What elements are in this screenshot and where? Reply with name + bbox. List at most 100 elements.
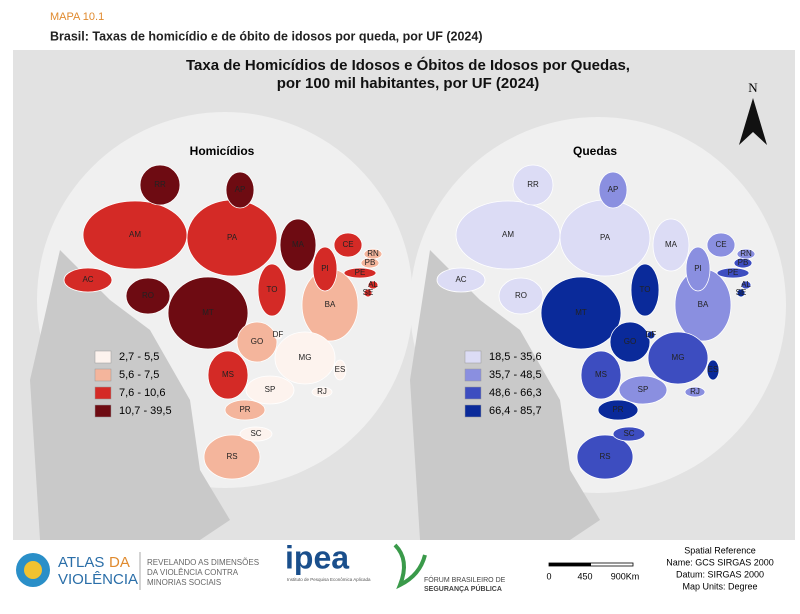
state <box>333 232 363 258</box>
state-label: TO <box>640 285 651 294</box>
continent-right <box>410 250 600 540</box>
state <box>716 267 750 279</box>
scale-label: 450 <box>577 571 592 581</box>
state <box>279 218 317 272</box>
legend-label: 48,6 - 66,3 <box>489 387 542 399</box>
state-label: ES <box>335 365 346 374</box>
state-label: SP <box>265 385 276 394</box>
header-title: Brasil: Taxas de homicídio e de óbito de… <box>50 29 482 43</box>
state-label: RN <box>740 249 752 258</box>
state-label: MT <box>575 308 587 317</box>
state-label: MA <box>665 240 678 249</box>
state-label: SP <box>638 385 649 394</box>
state <box>257 263 287 317</box>
scale-bar-fill <box>549 563 591 566</box>
state-label: DF <box>273 330 284 339</box>
state <box>273 330 283 340</box>
state-label: AM <box>502 230 514 239</box>
state-label: AP <box>235 185 246 194</box>
state <box>236 321 278 363</box>
legend-label: 5,6 - 7,5 <box>119 369 159 381</box>
north-label: N <box>748 80 758 95</box>
state <box>63 267 113 293</box>
state-label: DF <box>646 330 657 339</box>
state <box>740 280 752 290</box>
state-label: CE <box>342 240 353 249</box>
state <box>167 276 249 350</box>
state-label: RR <box>154 180 166 189</box>
state-label: PE <box>355 268 366 277</box>
state <box>245 375 295 405</box>
state-label: AL <box>368 280 378 289</box>
atlas-name: DA <box>109 554 130 571</box>
state <box>684 386 706 398</box>
state <box>647 331 709 385</box>
state <box>580 350 622 400</box>
ipea-logo: ipea <box>285 539 349 575</box>
state-label: PB <box>738 258 749 267</box>
state <box>125 277 171 315</box>
state <box>224 399 266 421</box>
spatial-reference: Spatial Reference <box>684 545 756 555</box>
state-label: RO <box>142 291 154 300</box>
state-label: PA <box>600 233 611 242</box>
state <box>609 321 651 363</box>
kicker: MAPA 10.1 <box>50 11 104 23</box>
legend-label: 2,7 - 5,5 <box>119 351 159 363</box>
spatial-reference: Datum: SIRGAS 2000 <box>676 569 764 579</box>
state <box>736 288 746 298</box>
state-label: AM <box>129 230 141 239</box>
state-label: MG <box>299 353 312 362</box>
atlas-tagline: DA VIOLÊNCIA CONTRA <box>147 568 239 577</box>
state <box>576 434 634 480</box>
state <box>652 218 690 272</box>
state-label: RN <box>367 249 379 258</box>
legend-label: 66,4 - 85,7 <box>489 405 542 417</box>
state-label: SE <box>363 288 374 297</box>
atlas-tagline: MINORIAS SOCIAIS <box>147 578 221 587</box>
state <box>512 164 554 206</box>
legend-swatch <box>94 386 112 400</box>
state <box>225 171 255 209</box>
legend-swatch <box>464 368 482 382</box>
legend-label: 10,7 - 39,5 <box>119 405 172 417</box>
state-label: GO <box>624 337 636 346</box>
state <box>706 232 736 258</box>
state-label: RS <box>226 452 237 461</box>
state <box>363 248 383 260</box>
state-label: PI <box>321 264 329 273</box>
state <box>498 277 544 315</box>
state-label: RJ <box>317 387 327 396</box>
ipea-sub: Instituto de Pesquisa Econômica Aplicada <box>287 577 371 582</box>
state <box>274 331 336 385</box>
state-label: BA <box>698 300 709 309</box>
map-title: por 100 mil habitantes, por UF (2024) <box>277 75 540 92</box>
forum-logo <box>393 543 427 590</box>
state-label: AC <box>82 275 93 284</box>
maps: Homicídios AM PA MT BA MG MS GO MA RS TO PI SP RO RR PR… <box>63 144 756 480</box>
state-label: AC <box>455 275 466 284</box>
state-label: PE <box>728 268 739 277</box>
state-label: MA <box>292 240 305 249</box>
legend-label: 7,6 - 10,6 <box>119 387 165 399</box>
state-label: SC <box>250 429 261 438</box>
state <box>139 164 181 206</box>
state <box>312 246 338 292</box>
state-label: PR <box>612 405 623 414</box>
scale-label: 900Km <box>611 571 640 581</box>
state <box>706 359 720 381</box>
spatial-reference: Name: GCS SIRGAS 2000 <box>666 557 774 567</box>
state <box>630 263 660 317</box>
state-label: MS <box>595 370 607 379</box>
legend-swatch <box>464 350 482 364</box>
state-label: SC <box>623 429 634 438</box>
state <box>736 248 756 260</box>
map-subtitle: Homicídios <box>190 144 255 158</box>
continent-left <box>30 250 230 540</box>
atlas-name: ATLAS <box>58 554 104 571</box>
state <box>311 386 333 398</box>
atlas-logo-inner <box>24 561 42 579</box>
state <box>343 267 377 279</box>
state <box>597 399 639 421</box>
legend-swatch <box>464 386 482 400</box>
